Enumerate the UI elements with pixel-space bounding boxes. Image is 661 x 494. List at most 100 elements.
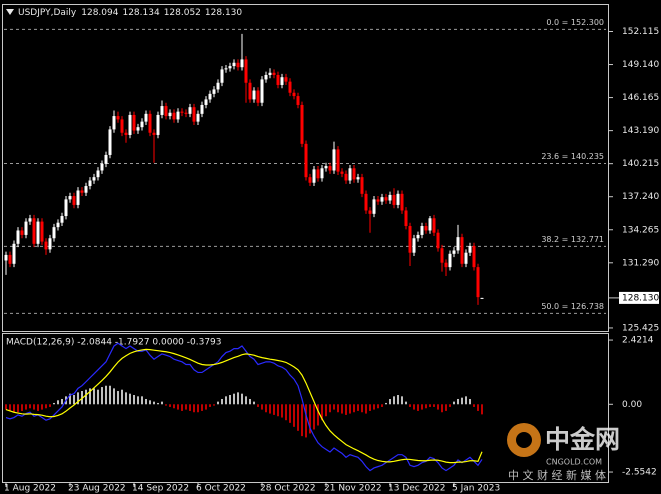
candle-body: [120, 119, 124, 133]
histogram-bar: [205, 404, 207, 410]
candle-body: [432, 218, 436, 233]
candle-body: [468, 246, 472, 253]
histogram-bar: [477, 404, 479, 411]
histogram-bar: [361, 404, 363, 413]
candle-body: [456, 237, 460, 251]
histogram-bar: [149, 400, 151, 405]
histogram-bar: [453, 401, 455, 405]
candle-body: [16, 230, 20, 244]
histogram-bar: [413, 404, 415, 410]
candle-body: [204, 99, 208, 105]
candle-body: [328, 166, 332, 171]
macd-line: [5, 348, 483, 464]
candle-body: [172, 112, 176, 120]
histogram-bar: [129, 393, 131, 405]
candle-body: [144, 113, 148, 122]
x-tick-label: 5 Jan 2023: [452, 484, 500, 494]
candle-body: [428, 218, 432, 231]
histogram-bar: [29, 404, 31, 409]
current-price-box: [619, 291, 659, 304]
y-tick-label: 137.240: [622, 192, 659, 202]
histogram-bar: [9, 404, 11, 411]
histogram-bar: [21, 404, 23, 411]
histogram-bar: [449, 404, 451, 407]
x-tick-label: 28 Oct 2022: [260, 484, 316, 494]
candle-body: [360, 177, 364, 194]
candle-body: [8, 254, 12, 264]
x-tick-label: 1 Aug 2022: [4, 484, 56, 494]
candle-body: [308, 177, 312, 183]
histogram-bar: [441, 404, 443, 413]
histogram-bar: [125, 392, 127, 405]
histogram-bar: [245, 396, 247, 405]
candle-body: [164, 106, 168, 117]
candle-body: [180, 111, 184, 113]
fib-label: 0.0 = 152.300: [546, 18, 604, 27]
candle-body: [52, 227, 56, 239]
macd-panel-frame: [2, 333, 609, 483]
candle-body: [292, 92, 296, 97]
current-price-label: 128.130: [622, 293, 659, 303]
candle-body: [324, 166, 328, 169]
histogram-bar: [345, 404, 347, 415]
histogram-bar: [233, 393, 235, 405]
candle-body: [228, 66, 232, 69]
candle-body: [380, 197, 384, 202]
candle-body: [104, 154, 108, 164]
candle-body: [60, 216, 64, 223]
candle-body: [344, 173, 348, 181]
histogram-bar: [381, 404, 383, 407]
histogram-bar: [153, 401, 155, 405]
fib-label: 50.0 = 126.738: [541, 302, 604, 311]
histogram-bar: [161, 401, 163, 405]
candle-body: [208, 93, 212, 100]
histogram-bar: [257, 404, 259, 407]
histogram-bar: [369, 404, 371, 411]
candle-body: [316, 169, 320, 179]
histogram-bar: [421, 404, 423, 410]
x-tick-label: 23 Aug 2022: [68, 484, 126, 494]
candle-body: [56, 222, 60, 228]
candle-body: [232, 62, 236, 67]
histogram-bar: [437, 404, 439, 410]
histogram-bar: [133, 395, 135, 405]
histogram-bar: [113, 388, 115, 405]
histogram-bar: [193, 404, 195, 413]
candle-body: [36, 221, 40, 244]
candle-body: [220, 69, 224, 83]
histogram-bar: [85, 389, 87, 405]
histogram-bar: [97, 389, 99, 405]
watermark-slogan: 中 文 财 经 新 媒 体: [508, 468, 606, 482]
menu-triangle[interactable]: [6, 9, 14, 15]
candle-body: [264, 74, 268, 80]
histogram-bar: [45, 404, 47, 409]
histogram-bar: [473, 404, 475, 407]
histogram-bar: [73, 395, 75, 405]
macd-header: MACD(12,26,9) -2.0844 -1.7927 0.0000 -0.…: [6, 338, 222, 348]
price-panel-frame: [2, 4, 609, 332]
histogram-bar: [165, 404, 167, 406]
histogram-bar: [177, 404, 179, 410]
y-tick-label: 146.165: [622, 93, 659, 103]
candle-body: [460, 237, 464, 264]
candle-body: [384, 197, 388, 201]
histogram-bar: [425, 404, 427, 409]
candle-body: [280, 77, 284, 85]
candle-body: [116, 116, 120, 120]
macd-line: [5, 342, 483, 472]
candle-body: [72, 196, 76, 205]
y-tick-label: 2.4214: [622, 336, 654, 346]
candle-body: [212, 89, 216, 94]
candle-body: [124, 132, 128, 135]
candle-body: [416, 234, 420, 239]
candle-body: [440, 248, 444, 263]
histogram-bar: [297, 404, 299, 431]
candle-body: [140, 121, 144, 128]
histogram-bar: [49, 404, 51, 407]
histogram-bar: [353, 404, 355, 413]
candle-body: [284, 77, 288, 82]
candle-body: [12, 243, 16, 264]
quote-close: 128.130: [205, 8, 242, 18]
histogram-bar: [105, 385, 107, 405]
histogram-bar: [261, 404, 263, 410]
